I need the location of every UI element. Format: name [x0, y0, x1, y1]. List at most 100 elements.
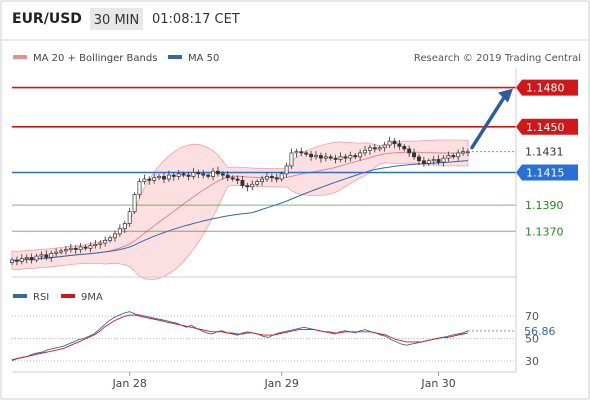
candles [10, 136, 470, 266]
candle [343, 153, 348, 163]
candle [137, 178, 142, 199]
candle [54, 248, 59, 257]
candle [274, 173, 279, 183]
candle [289, 148, 294, 169]
candle [68, 243, 73, 253]
forecast-arrow-icon [470, 95, 506, 150]
candle [387, 136, 392, 148]
candle [98, 240, 103, 249]
level-label-1-1480: 1.1480 [526, 82, 565, 95]
legend-9ma-label: 9MA [81, 292, 103, 303]
current-price-label: 1.1431 [525, 146, 564, 159]
candle [63, 246, 68, 255]
x-tick-label: Jan 28 [111, 377, 146, 390]
level-lines [12, 86, 516, 232]
candle [88, 242, 93, 253]
candle [382, 141, 387, 152]
rsi-tick-label: 30 [525, 355, 539, 368]
candle [113, 230, 117, 242]
rsi-tick-label: 50 [525, 333, 539, 346]
candle [451, 153, 456, 160]
candle [24, 254, 29, 264]
candle [176, 169, 181, 180]
candle [314, 151, 318, 160]
candle [181, 171, 186, 178]
level-label-1-1450: 1.1450 [526, 121, 565, 134]
candle [456, 149, 461, 161]
candle [93, 239, 98, 249]
candle [397, 139, 402, 150]
x-tick-label: Jan 29 [263, 377, 298, 390]
level-label-1-1370: 1.1370 [525, 225, 564, 238]
candle [304, 150, 309, 157]
legend-rsi-label: RSI [33, 292, 49, 303]
candle [426, 158, 431, 166]
candle [44, 250, 49, 261]
candle [29, 253, 34, 264]
candle [441, 155, 446, 167]
timeframe-badge [90, 8, 143, 30]
candle [152, 173, 157, 184]
candle [318, 152, 323, 163]
level-badge-1-1415 [516, 164, 578, 181]
research-credit: Research © 2019 Trading Central [414, 53, 581, 64]
legend-ma50-label: MA 50 [188, 53, 219, 64]
candle [191, 168, 196, 180]
candle [83, 244, 88, 251]
level-badge-1-1450 [516, 118, 578, 135]
candle [186, 171, 191, 181]
candle [431, 156, 436, 165]
level-badge-1-1480 [516, 79, 578, 96]
x-tick-labels: Jan 28 Jan 29 Jan 30 [111, 372, 456, 390]
candle [10, 257, 14, 265]
candle [127, 207, 132, 227]
legend-swatch-ma50 [168, 55, 182, 59]
candle [108, 235, 113, 243]
candle [103, 236, 108, 247]
pair-title: EUR/USD [12, 11, 82, 27]
rsi-panel: 70 50 30 56.86 [11, 310, 556, 368]
legend-swatch-9ma [61, 294, 75, 298]
forecast-arrowhead-icon [498, 88, 513, 103]
candle [220, 170, 225, 180]
candle [436, 154, 441, 165]
level-label-1-1415: 1.1415 [526, 167, 565, 180]
candle [338, 152, 343, 163]
candle [196, 169, 201, 179]
legend-ma20-label: MA 20 + Bollinger Bands [33, 53, 157, 64]
candle [358, 149, 363, 161]
candle [269, 173, 274, 183]
candle [215, 166, 220, 177]
level-badges: 1.1480 1.1450 1.1415 1.1390 1.1370 1.1431 [516, 79, 578, 238]
candle [201, 169, 206, 179]
candle [446, 151, 451, 162]
candle [377, 145, 382, 152]
candle [407, 145, 412, 157]
ma50-line [11, 160, 469, 262]
candle [39, 251, 44, 261]
candle [235, 175, 240, 185]
candle [367, 144, 372, 155]
legend-swatch-ma20 [13, 55, 27, 59]
candle [333, 154, 338, 164]
rsi-tick-labels: 70 50 30 [525, 310, 539, 368]
candle [260, 175, 265, 186]
candle [142, 174, 147, 185]
candle [171, 172, 176, 181]
price-panel [10, 86, 516, 280]
candle [392, 138, 397, 149]
candle [265, 171, 269, 182]
candle [230, 175, 235, 182]
candle [402, 144, 407, 152]
legend-swatch-rsi [13, 294, 27, 298]
candle [284, 162, 289, 178]
candle [166, 170, 171, 182]
candle [461, 147, 466, 156]
x-tick-label: Jan 30 [420, 377, 455, 390]
candle [49, 250, 54, 262]
candle [299, 147, 304, 157]
candle [240, 175, 245, 189]
candle [34, 253, 39, 263]
candle [255, 179, 260, 187]
